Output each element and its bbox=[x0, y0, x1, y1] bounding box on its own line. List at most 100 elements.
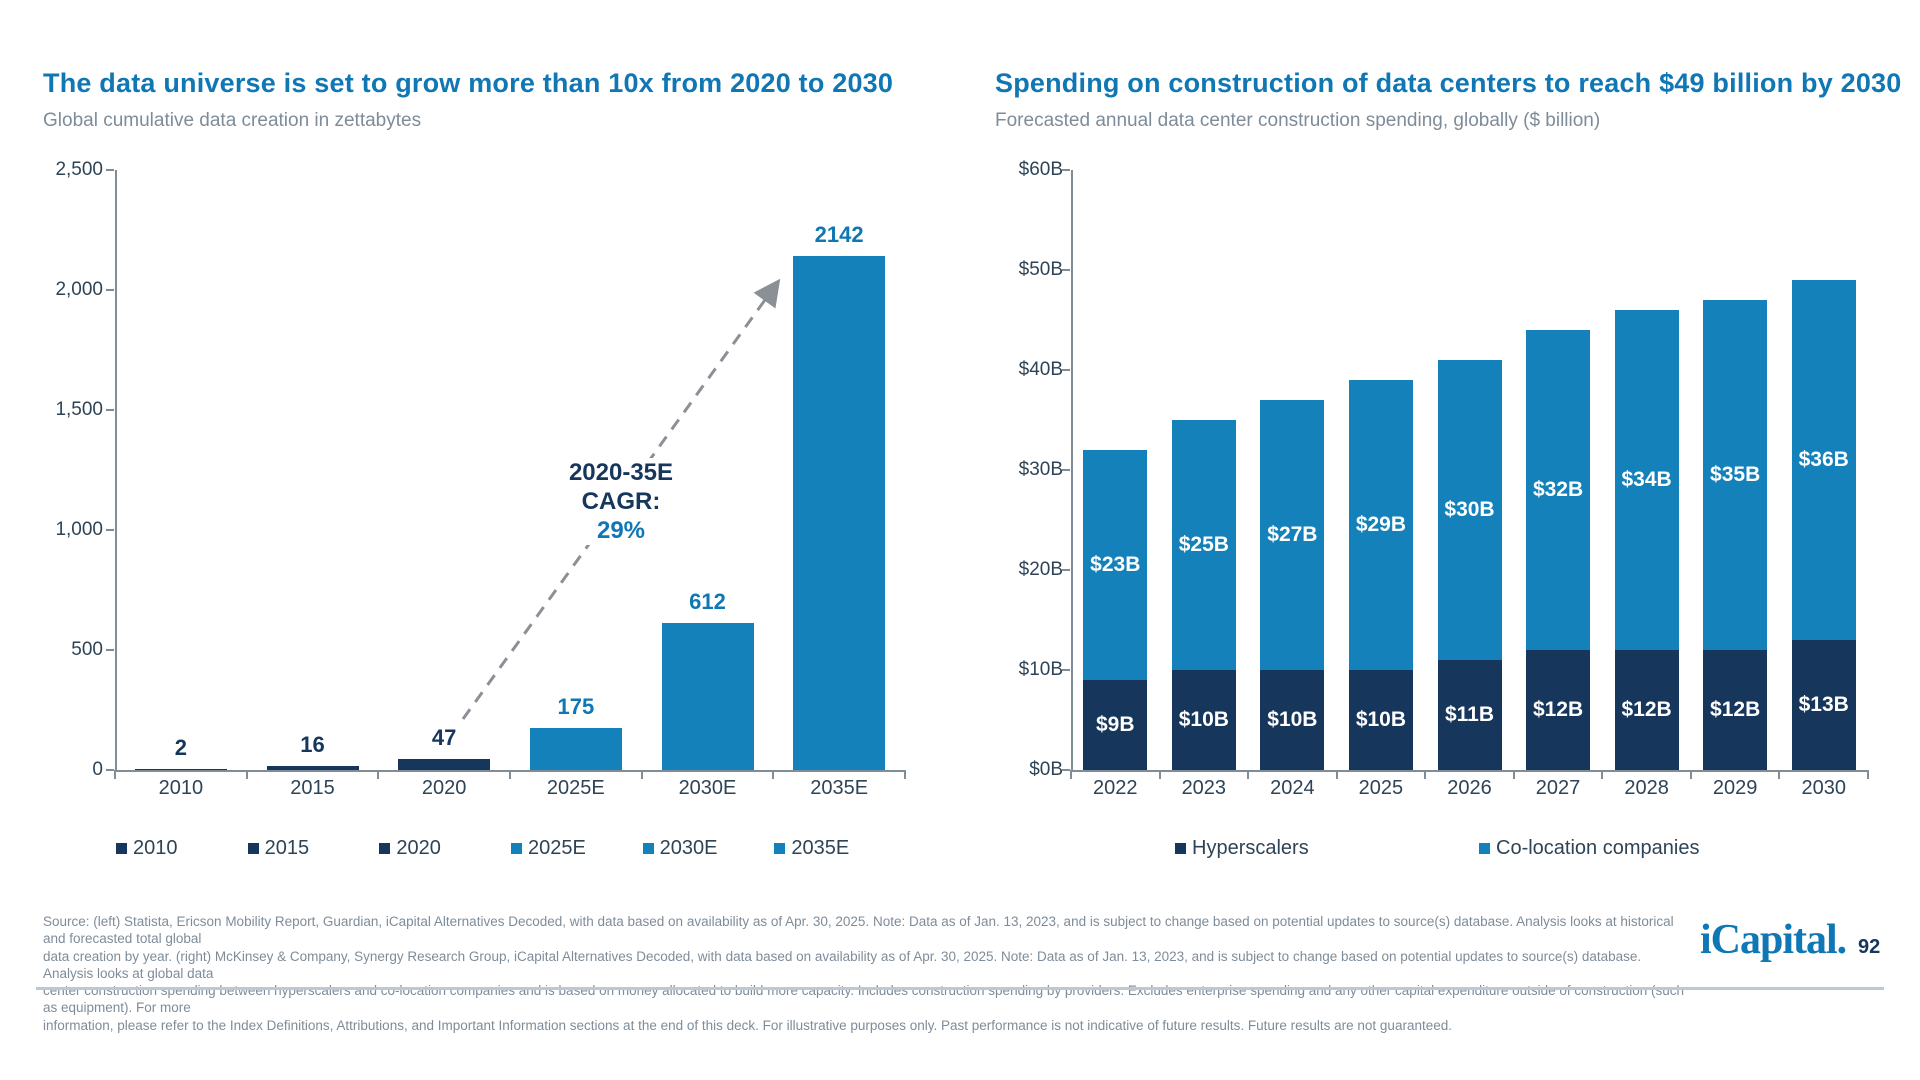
colocation-value-label: $36B bbox=[1798, 448, 1849, 471]
x-axis-label: 2025 bbox=[1358, 777, 1404, 799]
colocation-value-label: $27B bbox=[1267, 523, 1318, 546]
x-axis-line bbox=[1071, 770, 1868, 772]
left-chart-subtitle: Global cumulative data creation in zetta… bbox=[43, 110, 422, 131]
y-axis-line bbox=[1071, 170, 1073, 772]
legend-item-2030E: 2030E bbox=[642, 837, 718, 859]
legend-item-2025E: 2025E bbox=[511, 837, 586, 859]
colocation-segment-2025 bbox=[1348, 380, 1413, 670]
colocation-segment-2028 bbox=[1614, 310, 1679, 650]
hyperscalers-segment-2028 bbox=[1614, 650, 1679, 770]
data-universe-bar-2015 bbox=[266, 766, 359, 770]
x-axis-tick bbox=[114, 770, 116, 779]
legend-swatch bbox=[247, 842, 259, 854]
colocation-segment-2023 bbox=[1171, 420, 1236, 670]
legend-swatch bbox=[116, 842, 127, 854]
hyperscalers-segment-2030 bbox=[1791, 640, 1856, 770]
x-axis-tick bbox=[1601, 770, 1604, 779]
x-axis-tick bbox=[1512, 770, 1515, 779]
page-number: 92 bbox=[1858, 936, 1881, 958]
footer-source-line: data creation by year. (right) McKinsey … bbox=[43, 948, 1642, 981]
x-axis-tick bbox=[1778, 770, 1781, 779]
hyperscalers-value-label: $9B bbox=[1096, 713, 1135, 736]
legend-item-2010: 2010 bbox=[116, 837, 178, 859]
hyperscalers-segment-2029 bbox=[1703, 650, 1768, 770]
x-axis-tick bbox=[904, 770, 906, 779]
x-axis-label: 2025E bbox=[546, 777, 605, 799]
y-axis-tick bbox=[106, 649, 114, 651]
y-axis-tick bbox=[1062, 669, 1070, 671]
hyperscalers-value-label: $10B bbox=[1355, 708, 1407, 731]
colocation-segment-2030 bbox=[1791, 280, 1856, 640]
bar-value-label: 2142 bbox=[814, 222, 864, 247]
legend-item-Co-location companies: Co-location companies bbox=[1479, 836, 1700, 859]
colocation-value-label: $29B bbox=[1355, 513, 1407, 536]
x-axis-label: 2010 bbox=[158, 777, 204, 799]
hyperscalers-segment-2026 bbox=[1437, 660, 1502, 770]
hyperscalers-value-label: $12B bbox=[1710, 698, 1761, 721]
legend-swatch bbox=[1479, 842, 1490, 854]
colocation-value-label: $32B bbox=[1532, 478, 1584, 501]
right-chart-subtitle: Forecasted annual data center constructi… bbox=[995, 110, 1601, 131]
y-axis-label: $50B bbox=[1018, 259, 1063, 280]
hyperscalers-segment-2027 bbox=[1526, 650, 1591, 770]
x-axis-label: 2023 bbox=[1181, 777, 1227, 799]
data-universe-bar-2030E bbox=[661, 623, 754, 770]
y-axis-label: 2,500 bbox=[55, 159, 103, 180]
colocation-value-label: $35B bbox=[1710, 463, 1761, 486]
y-axis-label: $10B bbox=[1018, 659, 1063, 680]
x-axis-tick bbox=[1424, 770, 1427, 779]
x-axis-label: 2028 bbox=[1624, 777, 1669, 799]
data-universe-bar-2020 bbox=[398, 759, 491, 770]
colocation-value-label: $30B bbox=[1444, 498, 1495, 521]
footer-source-line: center construction spending between hyp… bbox=[43, 983, 1684, 1016]
y-axis-tick bbox=[106, 169, 114, 171]
data-universe-bar-2025E bbox=[529, 728, 622, 770]
x-axis-tick bbox=[509, 770, 511, 779]
y-axis-label: $30B bbox=[1018, 459, 1063, 480]
y-axis-tick bbox=[1062, 369, 1070, 371]
hyperscalers-value-label: $13B bbox=[1798, 693, 1849, 716]
bar-value-label: 2 bbox=[174, 735, 187, 760]
left-chart-title: The data universe is set to grow more th… bbox=[43, 68, 894, 98]
y-axis-label: 2,000 bbox=[55, 279, 103, 300]
y-axis-label: $60B bbox=[1018, 159, 1063, 180]
x-axis-tick bbox=[377, 770, 380, 779]
legend-item-2015: 2015 bbox=[247, 837, 309, 859]
cagr-annotation-label: CAGR: bbox=[581, 488, 661, 515]
colocation-segment-2022 bbox=[1083, 450, 1148, 680]
bar-value-label: 612 bbox=[689, 589, 726, 614]
colocation-segment-2024 bbox=[1260, 400, 1325, 670]
growth-arrow bbox=[461, 278, 781, 720]
legend-label: 2020 bbox=[396, 836, 441, 859]
footer-source: Source: (left) Statista, Ericson Mobilit… bbox=[43, 913, 1688, 1034]
footer-source-line: information, please refer to the Index D… bbox=[43, 1017, 1452, 1033]
hyperscalers-segment-2023 bbox=[1171, 670, 1236, 770]
y-axis-tick bbox=[1062, 169, 1070, 171]
x-axis-label: 2035E bbox=[810, 777, 869, 799]
legend-label: Co-location companies bbox=[1496, 836, 1700, 859]
right-chart-title: Spending on construction of data centers… bbox=[995, 68, 1902, 98]
legend-item-2020: 2020 bbox=[379, 836, 441, 859]
x-axis-label: 2030 bbox=[1801, 777, 1846, 799]
legend-label: 2035E bbox=[791, 836, 850, 859]
cagr-annotation-value: 29% bbox=[596, 517, 646, 544]
x-axis-label: 2029 bbox=[1712, 777, 1758, 799]
colocation-value-label: $34B bbox=[1621, 468, 1672, 491]
colocation-value-label: $23B bbox=[1090, 553, 1141, 576]
hyperscalers-segment-2025 bbox=[1348, 670, 1413, 770]
x-axis-label: 2026 bbox=[1447, 777, 1492, 799]
x-axis-tick bbox=[772, 770, 775, 779]
legend-swatch bbox=[642, 842, 654, 854]
y-axis-label: $20B bbox=[1018, 559, 1063, 580]
colocation-segment-2027 bbox=[1526, 330, 1591, 650]
y-axis-tick bbox=[1062, 269, 1070, 271]
legend-swatch bbox=[379, 842, 391, 854]
y-axis-tick bbox=[106, 409, 114, 411]
data-universe-bar-2010 bbox=[134, 769, 227, 770]
y-axis-tick bbox=[1062, 569, 1070, 571]
y-axis-tick bbox=[106, 529, 114, 531]
x-axis-tick bbox=[640, 770, 643, 779]
hyperscalers-segment-2024 bbox=[1260, 670, 1325, 770]
footer-source-line: Source: (left) Statista, Ericson Mobilit… bbox=[43, 914, 1674, 947]
